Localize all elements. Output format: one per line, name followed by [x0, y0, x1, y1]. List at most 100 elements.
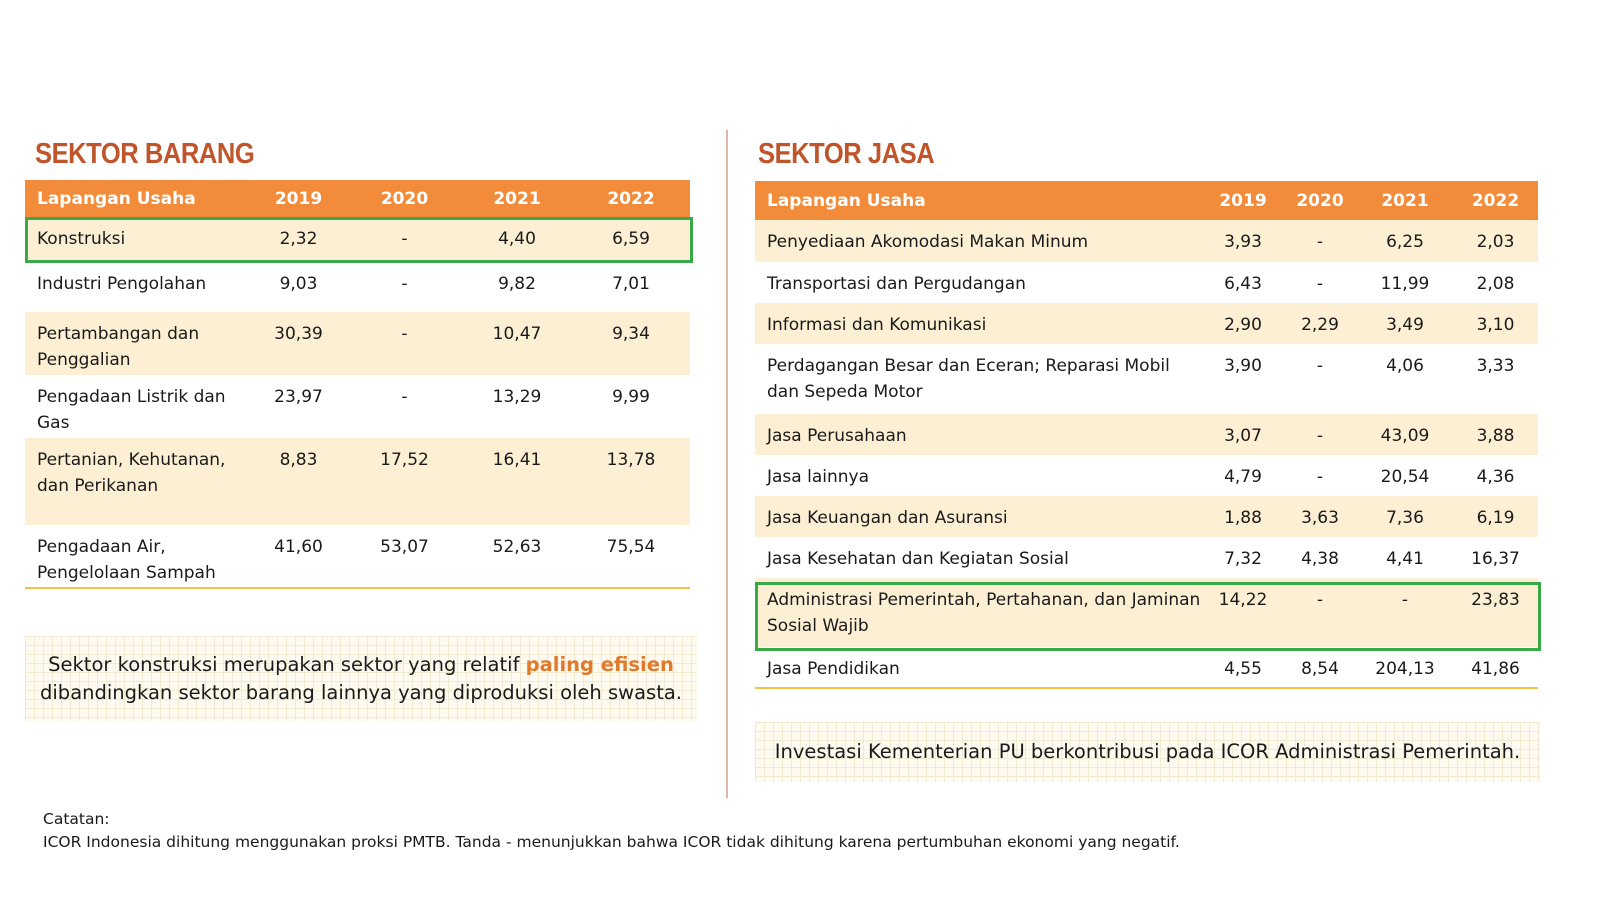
cell-value: - [401, 387, 408, 407]
cell-value: 9,34 [572, 312, 690, 375]
table-row: Pengadaan Listrik dan Gas 23,97 - 13,29 9,99 [25, 375, 690, 438]
cell-value: 4,55 [1224, 659, 1262, 679]
row-label: Jasa Pendidikan [767, 659, 900, 679]
cell-value: 4,38 [1301, 549, 1339, 569]
cell-value: 3,07 [1203, 414, 1283, 455]
footer-note: Catatan: ICOR Indonesia dihitung menggun… [43, 808, 1180, 854]
row-label: Jasa Kesehatan dan Kegiatan Sosial [767, 549, 1069, 569]
row-label: Pengadaan Listrik dan Gas [37, 387, 226, 433]
cell-value: 9,99 [612, 387, 650, 407]
cell-value: 3,88 [1453, 414, 1538, 455]
col-header: 2021 [1357, 181, 1453, 220]
cell-value: 2,29 [1283, 303, 1357, 344]
cell-value: 3,93 [1203, 220, 1283, 262]
note-emphasis: paling efisien [525, 653, 674, 676]
row-label: Informasi dan Komunikasi [755, 303, 1203, 344]
note-text: Sektor konstruksi merupakan sektor yang … [48, 653, 526, 676]
cell-value: 17,52 [347, 438, 462, 525]
cell-value: 3,33 [1476, 356, 1515, 376]
col-header: Lapangan Usaha [25, 180, 250, 217]
table-row: Jasa Kesehatan dan Kegiatan Sosial 7,32 4,… [755, 537, 1538, 578]
cell-value: 75,54 [606, 537, 656, 557]
cell-value: 14,22 [1203, 578, 1283, 647]
cell-value: 3,63 [1283, 496, 1357, 537]
cell-value: 204,13 [1375, 659, 1435, 679]
cell-value: 13,29 [492, 387, 542, 407]
cell-value: 3,10 [1453, 303, 1538, 344]
col-header: 2022 [572, 180, 690, 217]
table-row: Transportasi dan Pergudangan 6,43 - 11,99 2,… [755, 262, 1538, 303]
table-row: Administrasi Pemerintah, Pertahanan, dan… [755, 578, 1538, 647]
cell-value: 4,36 [1476, 467, 1515, 487]
table-row: Konstruksi 2,32-4,40 6,59 [25, 217, 690, 262]
cell-value: - [1283, 220, 1357, 262]
row-label: Perdagangan Besar dan Eceran; Reparasi M… [767, 356, 1170, 402]
cell-value: 8,54 [1301, 659, 1339, 679]
row-label: Pertambangan dan Penggalian [25, 312, 250, 375]
table-row: Industri Pengolahan 9,03 - 9,82 7,01 [25, 262, 690, 312]
cell-value: - [347, 312, 462, 375]
sektor-barang-title: SEKTOR BARANG [35, 138, 255, 170]
cell-value: - [401, 274, 408, 294]
jasa-note: Investasi Kementerian PU berkontribusi p… [755, 722, 1540, 782]
row-label: Jasa lainnya [767, 467, 869, 487]
cell-value: 2,32 [250, 217, 347, 262]
sektor-jasa-title: SEKTOR JASA [758, 138, 935, 170]
cell-value: 1,88 [1203, 496, 1283, 537]
cell-value: 30,39 [250, 312, 347, 375]
col-header: 2019 [250, 180, 347, 217]
cell-value: 7,32 [1224, 549, 1262, 569]
row-label: Pengadaan Air, Pengelolaan Sampah [37, 537, 216, 583]
cell-value: 4,79 [1224, 467, 1262, 487]
table-row: Informasi dan Komunikasi 2,90 2,29 3,49 3,10 [755, 303, 1538, 344]
cell-value: - [1316, 356, 1324, 376]
table-row: Jasa Perusahaan 3,07-43,09 3,88 [755, 414, 1538, 455]
cell-value: 11,99 [1380, 274, 1430, 294]
cell-value: 9,82 [498, 274, 536, 294]
cell-value: 2,03 [1453, 220, 1538, 262]
cell-value: - [1283, 414, 1357, 455]
row-label: Administrasi Pemerintah, Pertahanan, dan… [755, 578, 1203, 647]
col-header: 2021 [462, 180, 572, 217]
note-text: Investasi Kementerian PU berkontribusi p… [774, 740, 1521, 763]
sektor-jasa-table: Lapangan Usaha 2019 2020 2021 2022 Penye… [755, 181, 1538, 689]
cell-value: - [347, 217, 462, 262]
cell-value: 23,83 [1453, 578, 1538, 647]
cell-value: - [1357, 578, 1453, 647]
cell-value: 43,09 [1357, 414, 1453, 455]
col-header: 2020 [1283, 181, 1357, 220]
cell-value: 6,19 [1453, 496, 1538, 537]
table-row: Perdagangan Besar dan Eceran; Reparasi M… [755, 344, 1538, 414]
divider [726, 130, 728, 798]
cell-value: 6,59 [572, 217, 690, 262]
cell-value: 7,01 [612, 274, 650, 294]
col-header: 2022 [1453, 181, 1538, 220]
cell-value: 7,36 [1357, 496, 1453, 537]
cell-value: 41,60 [274, 537, 323, 557]
cell-value: - [1283, 578, 1357, 647]
cell-value: - [1316, 467, 1324, 487]
cell-value: 3,90 [1224, 356, 1262, 376]
cell-value: 4,06 [1386, 356, 1424, 376]
barang-note: Sektor konstruksi merupakan sektor yang … [25, 636, 697, 721]
cell-value: 13,78 [572, 438, 690, 525]
row-label: Konstruksi [25, 217, 250, 262]
cell-value: 23,97 [274, 387, 323, 407]
table-row: Jasa lainnya 4,79 - 20,54 4,36 [755, 455, 1538, 496]
cell-value: 20,54 [1380, 467, 1430, 487]
footer-label: Catatan: [43, 810, 110, 828]
table-row: Jasa Keuangan dan Asuransi 1,88 3,63 7,36 6,… [755, 496, 1538, 537]
cell-value: 2,90 [1203, 303, 1283, 344]
cell-value: 41,86 [1471, 659, 1520, 679]
note-text: dibandingkan sektor barang lainnya yang … [40, 681, 682, 704]
sektor-barang-table: Lapangan Usaha 2019 2020 2021 2022 Konst… [25, 180, 690, 589]
cell-value: 53,07 [380, 537, 429, 557]
cell-value: 4,40 [462, 217, 572, 262]
cell-value: 9,03 [279, 274, 318, 294]
table-row: Pengadaan Air, Pengelolaan Sampah 41,60 53… [25, 525, 690, 588]
cell-value: 6,25 [1357, 220, 1453, 262]
cell-value: 8,83 [250, 438, 347, 525]
cell-value: - [1316, 274, 1324, 294]
row-label: Pertanian, Kehutanan, dan Perikanan [25, 438, 250, 525]
cell-value: 6,43 [1224, 274, 1262, 294]
